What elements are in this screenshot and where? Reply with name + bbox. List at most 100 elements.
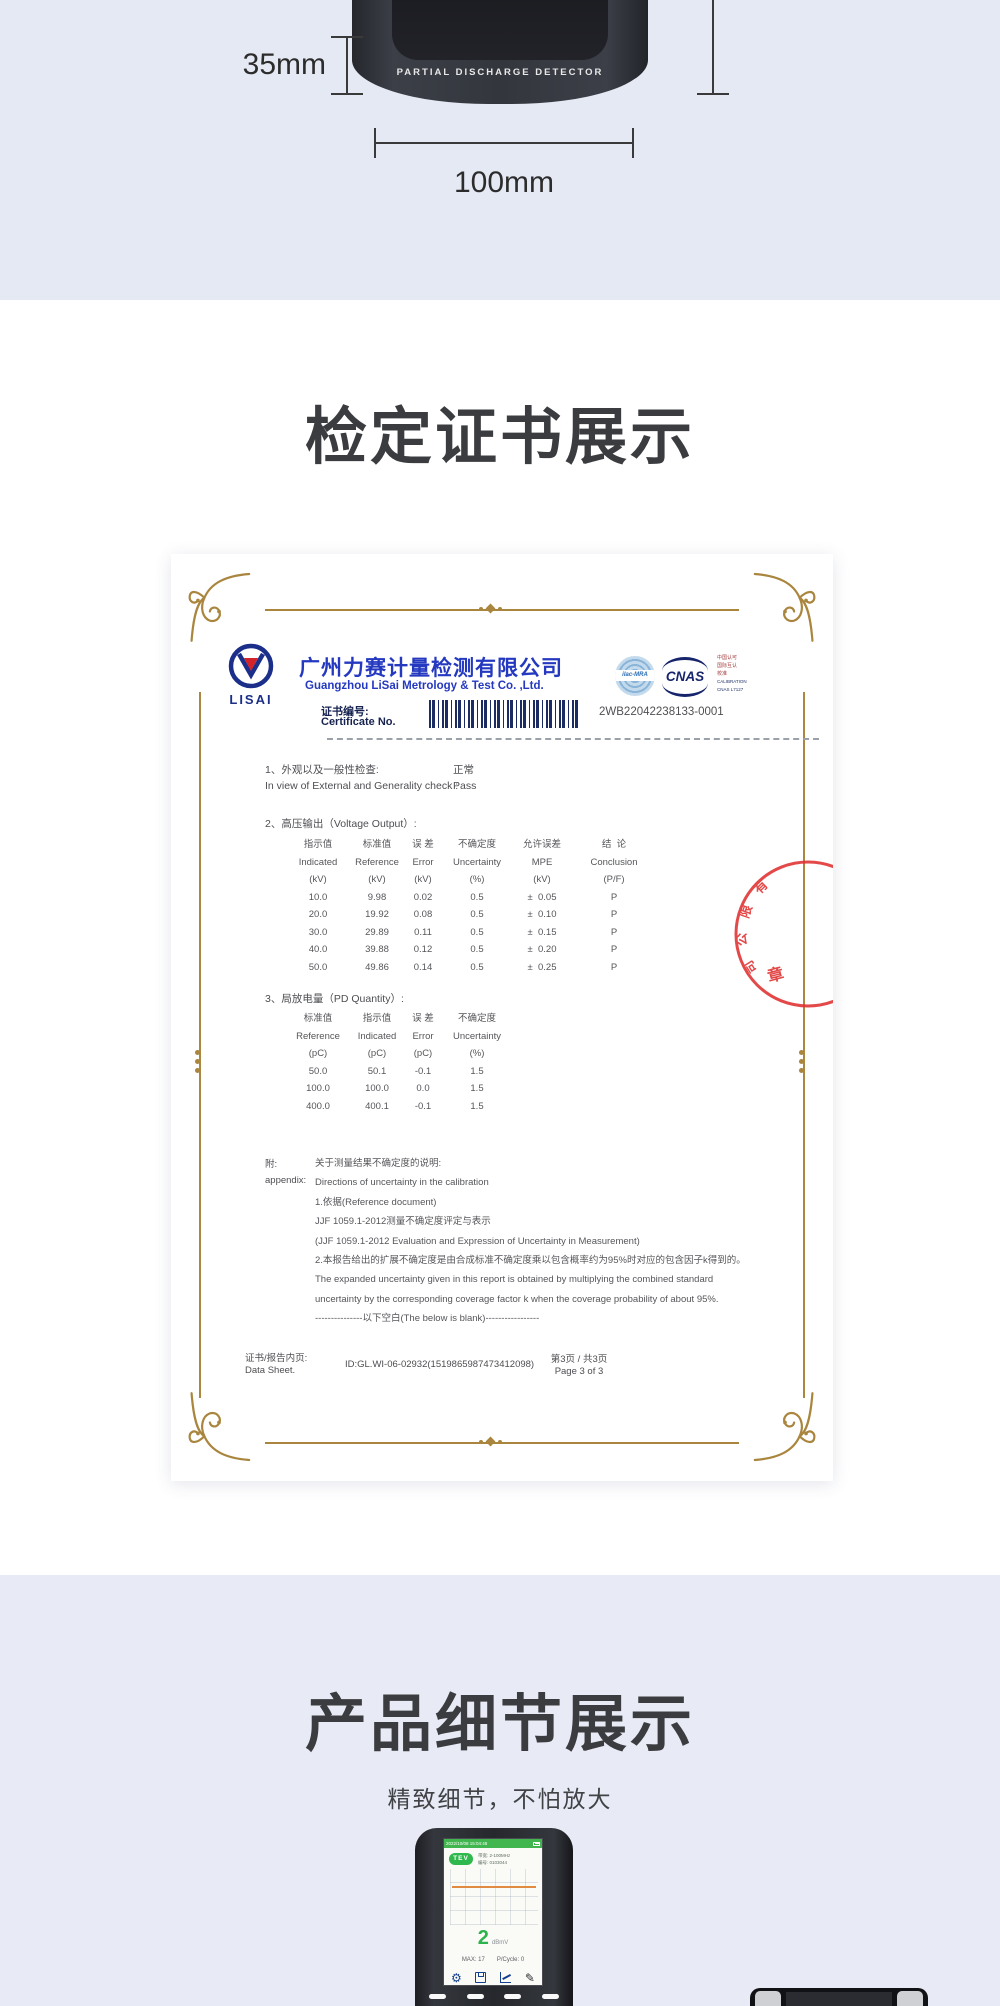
text-line: (JJF 1059.1-2012 Evaluation and Expressi… (315, 1235, 640, 1247)
table-cell: Uncertainty (452, 856, 502, 868)
item1-value-cn: 正常 (453, 764, 474, 776)
table-cell: ± 0.10 (527, 909, 557, 920)
dimension-cap (331, 93, 363, 95)
text-line: 关于测量结果不确定度的说明: (315, 1158, 442, 1169)
table-cell: P (610, 909, 618, 920)
table-cell: 400.0 (306, 1100, 330, 1112)
footer-page-cn: 第3页 / 共3页 (550, 1354, 608, 1365)
chart-icon (500, 1972, 512, 1983)
svg-text:章: 章 (765, 963, 785, 985)
svg-text:有: 有 (751, 877, 771, 897)
table-cell: (pC) (308, 1048, 328, 1059)
table-cell: (pC) (367, 1048, 387, 1059)
table-cell: 0.5 (470, 926, 484, 938)
table-cell: Indicated (298, 856, 338, 868)
product-detail-section: 产品细节展示 精致细节，不怕放大 2022/10/08 15:04:48 TEV… (0, 1575, 1000, 2006)
corner-flourish-icon (188, 1392, 251, 1462)
table-cell: ± 0.15 (527, 926, 557, 938)
voltage-units: (kV) (kV) (kV) (%) (kV) (P/F) (283, 871, 653, 889)
photo-detail (755, 1991, 781, 2006)
voltage-header-en: Indicated Reference Error Uncertainty MPE Con… (283, 854, 653, 872)
gear-icon: ⚙ (451, 1970, 462, 1985)
table-cell: 误 差 (412, 839, 434, 850)
device-button-row (429, 1994, 559, 1999)
ilac-mra-logo-icon: ilac-MRA (615, 656, 655, 696)
device-button (466, 1994, 484, 1999)
table-cell: 0.5 (470, 944, 484, 955)
table-cell: (P/F) (603, 874, 625, 885)
text-line: CALIBRATION (717, 679, 747, 684)
pd-table: 标准值 指示值 误 差 不确定度 Reference Indicated Error Unc… (283, 1010, 509, 1115)
pd-body: 50.0 50.1 -0.1 1.5 100.0 100.0 0.0 1.5 400.0 400.… (283, 1063, 509, 1116)
max-value: MAX: 17 (461, 1957, 485, 1963)
table-cell: 20.0 (308, 909, 328, 920)
chart-signal-line (452, 1886, 536, 1888)
certificate-barcode (429, 700, 581, 728)
table-cell: Reference (296, 1030, 340, 1042)
table-cell: 0.5 (470, 909, 484, 920)
table-cell: 0.12 (413, 944, 433, 955)
table-cell: 指示值 (362, 1013, 392, 1024)
table-cell: 结 论 (601, 839, 627, 850)
device-button (429, 1994, 446, 1999)
screen-icon-row: ⚙ ✎ (451, 1970, 535, 1985)
table-cell: ± 0.05 (527, 891, 557, 903)
text-line: ---------------以下空白(The below is blank)-… (315, 1313, 540, 1325)
table-cell: 允许误差 (522, 839, 561, 850)
item1-label-cn: 1、外观以及一般性检查: (265, 764, 379, 776)
dimension-cap (374, 128, 376, 158)
table-cell: 10.0 (308, 891, 328, 903)
next-product-photo-edge (750, 1988, 928, 2006)
table-cell: 0.0 (416, 1083, 430, 1094)
product-detail-photo: 2022/10/08 15:04:48 TEV 带宽: 2-100MHz 编号:… (415, 1828, 573, 2006)
table-cell: 30.0 (308, 926, 328, 938)
table-cell: 1.5 (470, 1083, 484, 1094)
table-cell: 0.14 (413, 961, 433, 973)
accreditation-text-block: 中国认可 国际互认 校准 CALIBRATION CNAS L7127 (717, 654, 777, 694)
certificate-no-label-cn: 证书编号: (321, 706, 369, 718)
reading-unit: dBmV (491, 1940, 509, 1946)
dimension-line-right (712, 0, 714, 94)
table-cell: 400.1 (365, 1100, 389, 1112)
company-name-en: Guangzhou LiSai Metrology & Test Co. ,Lt… (305, 680, 544, 692)
table-cell: 标准值 (303, 1013, 333, 1024)
appendix-label-en: appendix: (265, 1175, 307, 1186)
appendix-lines: 关于测量结果不确定度的说明: Directions of uncertainty … (315, 1154, 795, 1329)
bottom-ornament-line (265, 1442, 739, 1444)
screen-info-text: 带宽: 2-100MHz 编号: 0103044 (478, 1853, 511, 1865)
table-cell: (%) (469, 874, 485, 885)
table-cell: P (610, 961, 618, 973)
table-cell: (kV) (414, 874, 432, 885)
table-cell: 误 差 (412, 1013, 434, 1024)
product-front-panel (392, 0, 608, 60)
table-cell: 39.88 (365, 944, 389, 955)
lisai-logo-icon (228, 643, 274, 689)
text-line: 1.依据(Reference document) (315, 1196, 437, 1208)
table-cell: Error (412, 856, 434, 868)
table-cell: -0.1 (414, 1065, 432, 1077)
pd-table-title: 3、局放电量（PD Quantity）: (265, 993, 404, 1005)
dimension-cap (697, 93, 729, 95)
cycle-value: P/Cycle: 0 (496, 1957, 525, 1963)
ornament-motif (479, 1436, 502, 1447)
table-cell: 0.08 (413, 909, 433, 920)
pd-header-cn: 标准值 指示值 误 差 不确定度 (283, 1010, 509, 1028)
footer-label-en: Data Sheet. (245, 1365, 296, 1376)
table-cell: (%) (469, 1048, 485, 1059)
table-cell: P (610, 891, 618, 903)
item1-label-en: In view of External and Generality check… (265, 780, 459, 792)
reading-value: 2 (477, 1927, 489, 1949)
table-cell: 19.92 (365, 909, 389, 920)
table-cell: (kV) (368, 874, 386, 885)
dimension-label-height: 35mm (242, 48, 326, 81)
table-cell: 0.5 (470, 891, 484, 903)
text-line: Directions of uncertainty in the calibra… (315, 1177, 489, 1189)
detail-section-title: 产品细节展示 (304, 1690, 695, 1759)
table-cell: 0.11 (414, 926, 432, 938)
footer-page-en: Page 3 of 3 (554, 1366, 604, 1377)
table-cell: -0.1 (414, 1100, 432, 1112)
table-cell: 0.02 (413, 891, 433, 903)
table-cell: 不确定度 (457, 839, 496, 850)
dimension-label-width: 100mm (453, 166, 555, 199)
